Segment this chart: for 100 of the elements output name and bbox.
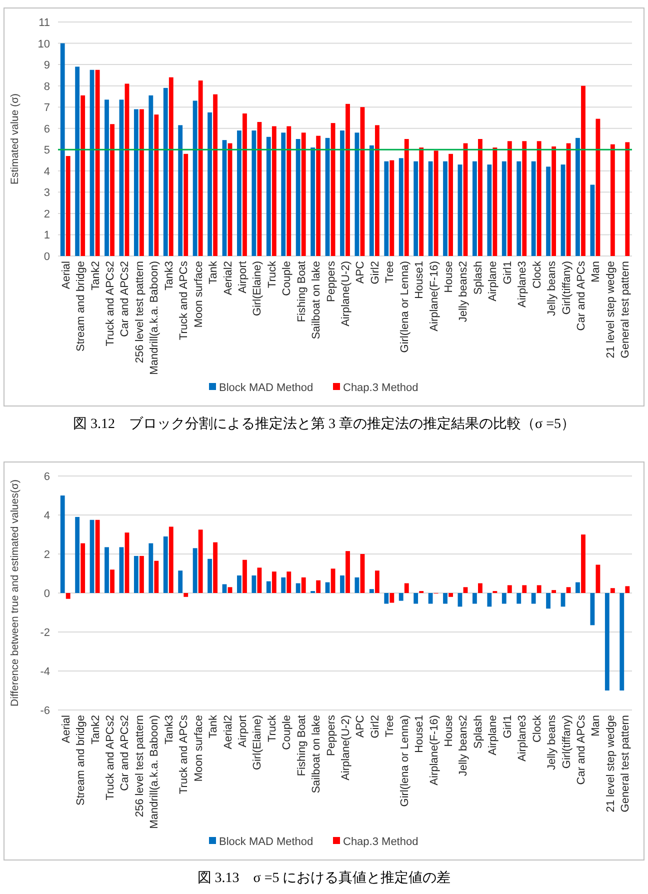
bar: [522, 585, 527, 593]
bar: [95, 70, 100, 256]
x-tick-label: Mandrill(a.k.a. Baboon): [148, 261, 161, 375]
x-tick-label: Tank3: [163, 715, 176, 744]
bar: [560, 593, 566, 607]
bar: [110, 124, 114, 256]
x-tick-label: Sailboat on lake: [310, 715, 323, 794]
x-tick-label: Fishing Boat: [296, 715, 308, 776]
x-tick-label: Girl(Elaine): [252, 715, 264, 770]
x-tick-label: Airplane3: [516, 261, 529, 308]
bar: [478, 583, 482, 593]
y-tick-label: 1: [44, 230, 50, 242]
bar: [208, 558, 212, 593]
x-tick-label: Girl(tiffany): [560, 261, 573, 315]
bar: [428, 161, 433, 256]
bar: [330, 568, 336, 593]
bar: [75, 516, 80, 593]
x-tick-label: Truck and APCs: [178, 260, 190, 340]
bar: [620, 593, 624, 690]
bar: [104, 100, 109, 256]
y-tick-label: 2: [44, 208, 50, 220]
bar: [286, 572, 292, 593]
bar: [448, 593, 453, 597]
bar: [590, 593, 595, 626]
bar: [316, 580, 321, 593]
bar: [163, 536, 168, 593]
bar: [448, 154, 453, 256]
bar: [443, 161, 448, 256]
bar: [472, 593, 477, 604]
bar: [134, 109, 138, 256]
bar: [581, 86, 586, 256]
x-tick-label: Airplane: [487, 261, 500, 302]
bar: [596, 564, 600, 593]
bar: [80, 543, 86, 593]
x-tick-label: Airplane(U-2): [340, 261, 352, 326]
x-tick-label: Airplane(F-16): [428, 261, 440, 332]
x-tick-label: Moon surface: [192, 715, 205, 782]
bar: [213, 542, 218, 593]
bar: [552, 590, 556, 593]
bar: [90, 70, 94, 256]
bar: [119, 100, 124, 256]
x-tick-label: 256 level test pattern: [134, 715, 146, 818]
bar: [502, 161, 506, 256]
x-tick-label: Tank2: [90, 261, 102, 290]
x-tick-label: Couple: [281, 261, 294, 296]
bar: [507, 141, 512, 256]
bar: [414, 593, 418, 604]
bar: [478, 139, 482, 256]
bar: [148, 543, 154, 593]
x-tick-label: Fishing Boat: [296, 261, 308, 322]
x-tick-label: Girl(lena or Lenna): [398, 715, 411, 807]
bar: [252, 575, 256, 593]
bar: [178, 125, 183, 256]
bar: [119, 547, 124, 593]
x-tick-label: Aerial: [60, 261, 72, 290]
bar: [163, 88, 168, 256]
bar: [458, 593, 462, 607]
bar: [237, 130, 242, 256]
bar: [354, 577, 360, 593]
x-tick-label: Couple: [281, 715, 294, 750]
bar: [104, 547, 109, 593]
bar: [507, 585, 512, 593]
bar: [252, 130, 256, 256]
bar: [398, 593, 404, 601]
bar: [536, 585, 542, 593]
y-tick-label: 7: [44, 102, 50, 114]
y-tick-label: 4: [44, 510, 50, 522]
x-tick-label: Moon surface: [192, 261, 205, 328]
bar: [502, 593, 506, 604]
bar: [124, 532, 130, 593]
bar: [536, 141, 542, 256]
x-tick-label: Splash: [472, 261, 484, 295]
bar: [75, 66, 80, 256]
x-tick-label: Car and APCs2: [119, 261, 132, 337]
bar: [522, 141, 527, 256]
bar: [590, 184, 595, 256]
bar: [281, 577, 286, 593]
bar: [124, 84, 130, 256]
x-tick-label: Jelly beans: [546, 714, 558, 770]
bar: [301, 132, 306, 256]
y-tick-label: 4: [44, 166, 50, 178]
bar: [272, 126, 276, 256]
bar: [552, 146, 556, 256]
bar: [516, 593, 522, 604]
legend-label: Chap.3 Method: [343, 382, 418, 394]
x-tick-label: Man: [590, 261, 602, 282]
bar: [316, 136, 321, 256]
bar: [360, 554, 365, 593]
y-axis-title: Estimated value (σ): [9, 93, 21, 185]
bar: [472, 161, 477, 256]
x-tick-label: Car and APCs: [575, 260, 588, 331]
x-tick-label: Stream and bridge: [75, 261, 88, 352]
x-tick-label: Jelly beans2: [458, 715, 470, 776]
bar: [296, 139, 300, 256]
text: 図 3.13 σ =5 における真値と推定値の差: [197, 870, 451, 886]
legend-label: Chap.3 Method: [343, 836, 418, 848]
bar: [60, 43, 65, 256]
bar: [546, 166, 550, 256]
x-tick-label: Airport: [236, 261, 249, 294]
x-tick-label: House1: [414, 261, 426, 299]
